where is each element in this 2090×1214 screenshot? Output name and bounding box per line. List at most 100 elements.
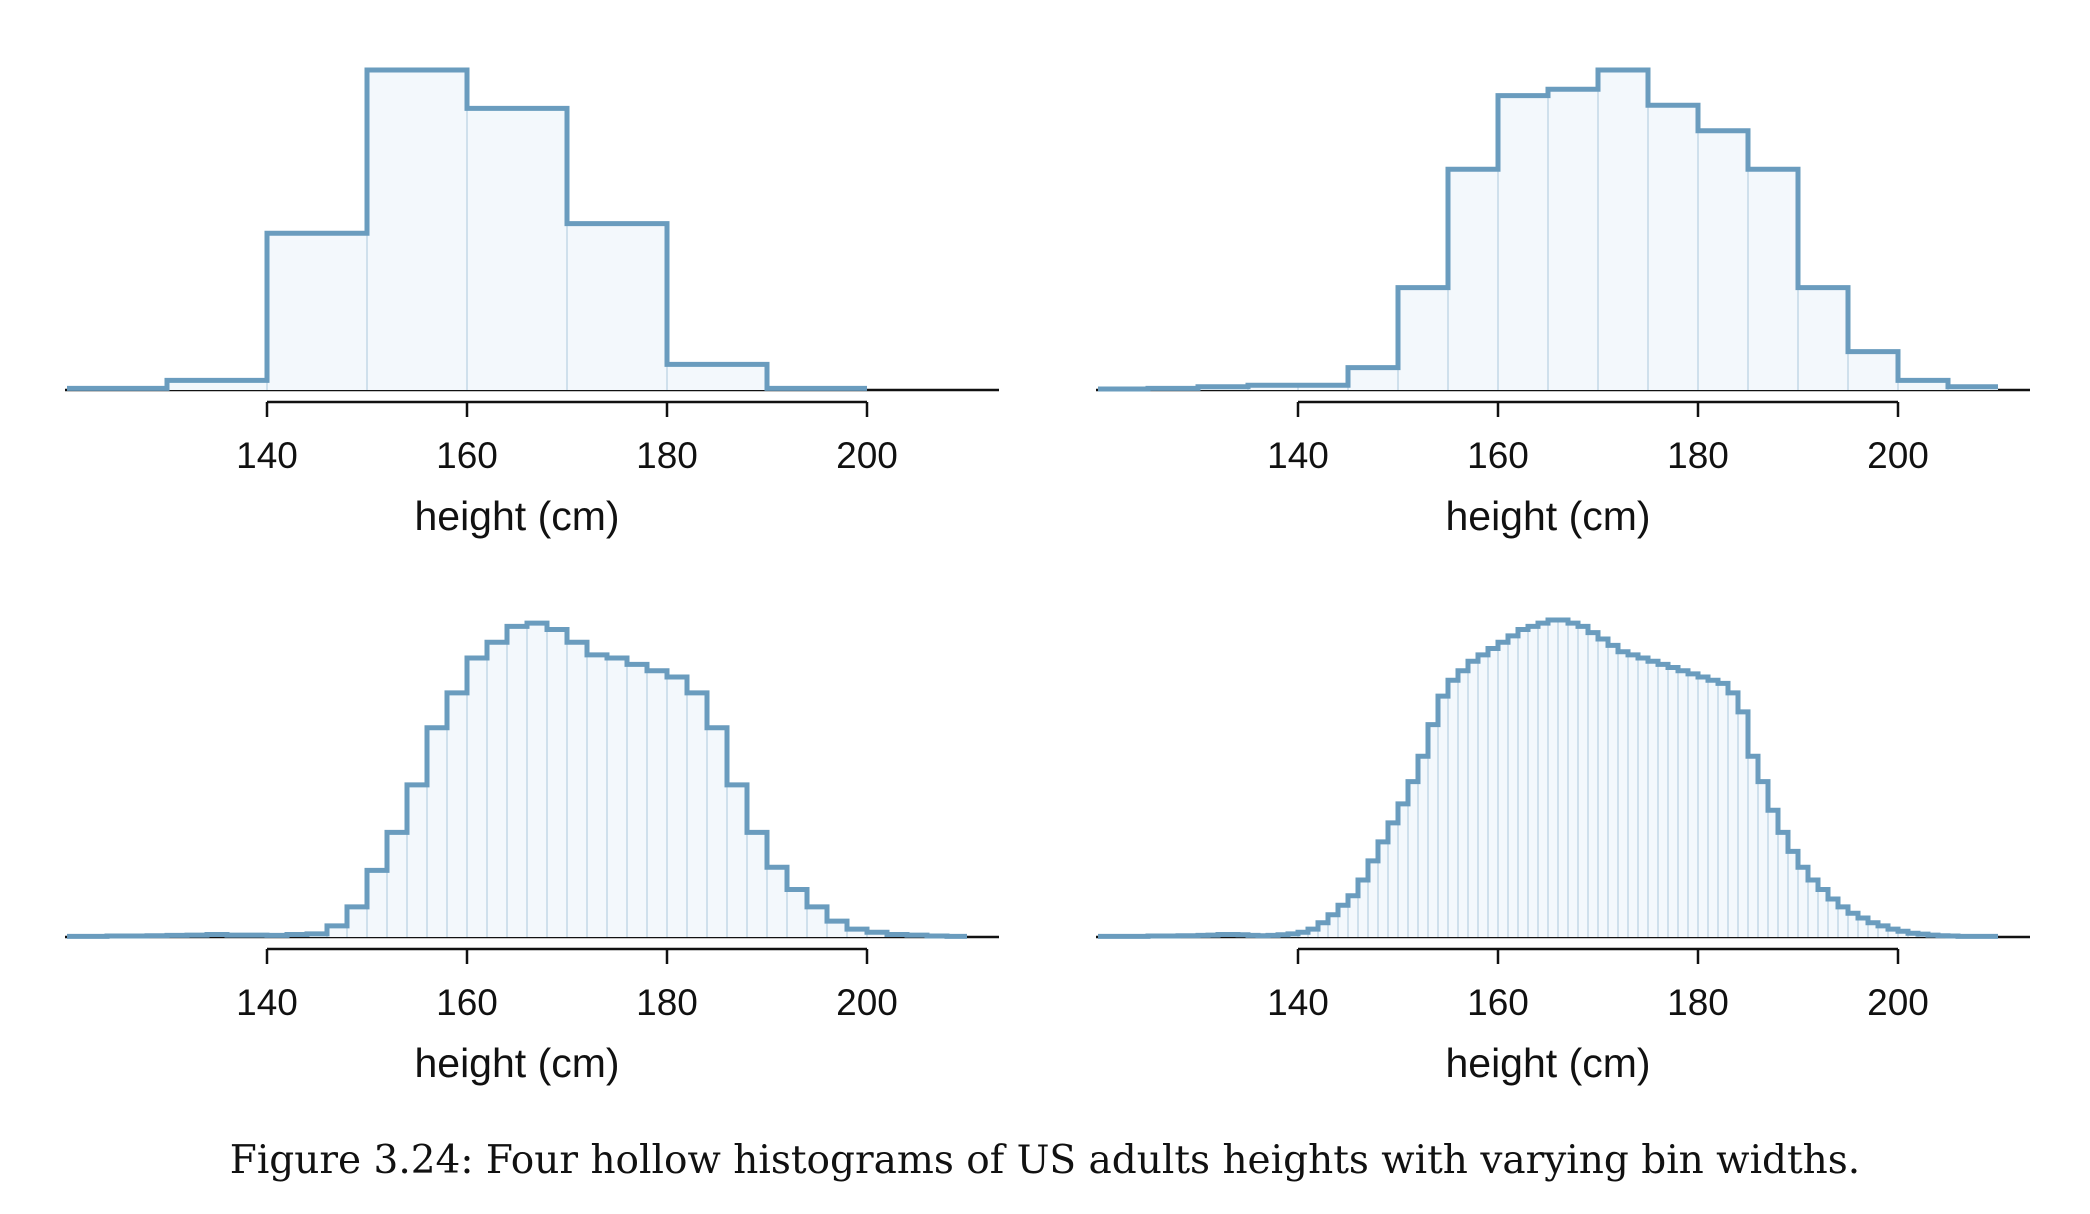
figure-caption: Figure 3.24: Four hollow histograms of U… (229, 1138, 1861, 1183)
histogram-bar (1618, 651, 1628, 937)
x-tick-label: 200 (836, 435, 898, 476)
histogram-bar (167, 380, 267, 390)
histogram-bar (1698, 677, 1708, 937)
histogram-bar (1398, 803, 1408, 937)
histogram-bar (1648, 105, 1698, 390)
histogram-bar (1828, 898, 1838, 937)
histogram-bar (667, 677, 687, 937)
histogram-bar (1648, 661, 1658, 937)
histogram-outline (1098, 617, 1998, 939)
x-tick-label: 180 (636, 435, 698, 476)
histogram-panel-2: 140 160 180 200 height (cm) (1096, 67, 2030, 539)
histogram-bar (267, 233, 367, 390)
histogram-panel-1: 140 160 180 200 height (cm) (65, 67, 999, 539)
histogram-bar (767, 867, 787, 937)
histogram-outline (1098, 67, 1998, 392)
histogram-bar (1578, 626, 1588, 937)
histogram-bar (1318, 922, 1328, 937)
histogram-bar (1808, 879, 1818, 937)
x-axis-title: height (cm) (414, 493, 619, 539)
histogram-bar (467, 108, 567, 391)
histogram-bar (1308, 929, 1318, 937)
histogram-bar (1888, 929, 1898, 937)
histogram-bar (1848, 913, 1858, 937)
histogram-bar (1418, 756, 1428, 937)
histogram-bar (1538, 623, 1548, 937)
histogram-outline (67, 620, 967, 939)
histogram-bar (807, 906, 827, 937)
histogram-bar (847, 929, 867, 937)
x-axis-title: height (cm) (1445, 1040, 1650, 1086)
histogram-bar (1548, 89, 1598, 390)
histogram-bar (1588, 632, 1598, 937)
x-tick-label: 140 (236, 435, 298, 476)
histogram-bar (1738, 711, 1748, 937)
histogram-bar (1628, 654, 1638, 937)
histogram-figure: 140 160 180 200 height (cm) 140 160 180 200 heigh… (65, 67, 2030, 1086)
histogram-bar (1778, 832, 1788, 937)
histogram-bar (627, 664, 647, 937)
histogram-bar (1488, 648, 1498, 937)
histogram-bar (1868, 922, 1878, 937)
x-axis-title: height (cm) (1445, 493, 1650, 539)
histogram-bar (1498, 95, 1548, 390)
histogram-bar (1728, 692, 1738, 937)
histogram-outline (67, 67, 867, 391)
histogram-bar (567, 642, 587, 937)
x-tick-label: 160 (1467, 982, 1529, 1023)
histogram-bar (1338, 905, 1348, 937)
histogram-bar (1438, 696, 1448, 937)
histogram-bar (587, 654, 607, 937)
histogram-bar (407, 784, 427, 937)
histogram-bar (487, 642, 507, 937)
histogram-bar (647, 670, 667, 937)
histogram-bar (527, 623, 547, 937)
histogram-bar (787, 889, 807, 937)
histogram-bar (667, 364, 767, 390)
histogram-bar (1748, 169, 1798, 390)
histogram-bar (1798, 867, 1808, 937)
histogram-bar (1558, 620, 1568, 937)
histogram-bar (1358, 879, 1368, 937)
histogram-bar (507, 626, 527, 937)
histogram-bar (1498, 642, 1508, 937)
x-tick-label: 140 (236, 982, 298, 1023)
histogram-bar (827, 921, 847, 937)
histogram-panel-4: 140 160 180 200 height (cm) (1096, 617, 2030, 1086)
histogram-bar (1508, 635, 1518, 937)
x-tick-label: 140 (1267, 435, 1329, 476)
histogram-bar (1448, 680, 1458, 937)
histogram-bar (1378, 841, 1388, 937)
histogram-bar (327, 925, 347, 937)
x-tick-label: 200 (836, 982, 898, 1023)
histogram-bar (1858, 917, 1868, 937)
histogram-bar (1718, 683, 1728, 937)
histogram-bar (1898, 380, 1948, 390)
x-tick-label: 180 (1667, 982, 1729, 1023)
x-tick-label: 160 (436, 435, 498, 476)
x-tick-label: 180 (1667, 435, 1729, 476)
histogram-bar (1528, 626, 1538, 937)
histogram-bar (1678, 670, 1688, 937)
x-tick-label: 140 (1267, 982, 1329, 1023)
histogram-bar (1848, 351, 1898, 390)
x-tick-label: 160 (1467, 435, 1529, 476)
histogram-bar (747, 832, 767, 937)
histogram-bar (367, 870, 387, 937)
histogram-bar (1478, 654, 1488, 937)
histogram-bar (607, 658, 627, 937)
histogram-bar (1398, 287, 1448, 390)
histogram-bar (1598, 639, 1608, 937)
x-tick-label: 160 (436, 982, 498, 1023)
histogram-bar (1708, 680, 1718, 937)
histogram-bar (467, 658, 487, 937)
histogram-bar (1598, 70, 1648, 390)
histogram-bar (1668, 667, 1678, 937)
histogram-bar (1638, 658, 1648, 937)
histogram-bar (1658, 664, 1668, 937)
histogram-bar (1388, 822, 1398, 937)
histogram-bar (1798, 287, 1848, 390)
histogram-bar (1448, 169, 1498, 390)
x-tick-label: 180 (636, 982, 698, 1023)
histogram-bar (1878, 925, 1888, 937)
